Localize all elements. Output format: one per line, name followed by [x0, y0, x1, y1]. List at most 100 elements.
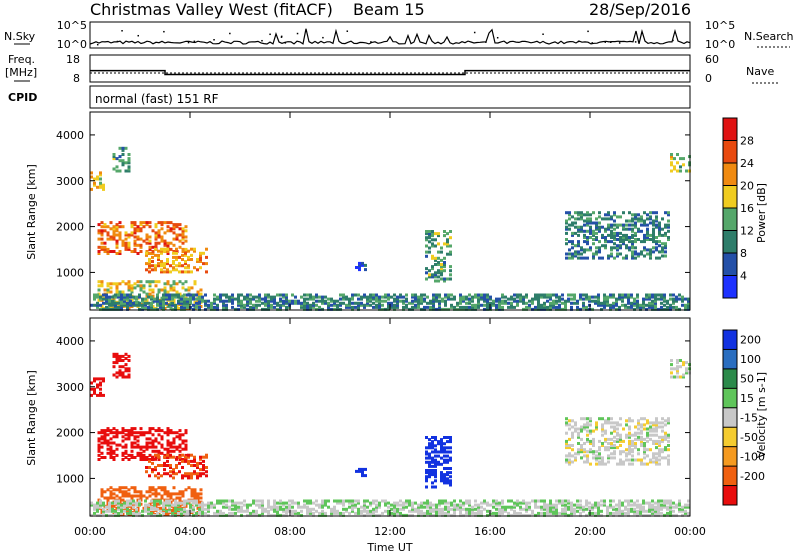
power-cell	[115, 225, 119, 229]
velocity-cell	[181, 439, 185, 443]
velocity-cell	[196, 492, 200, 496]
power-cell	[652, 240, 655, 244]
power-cell	[96, 301, 99, 305]
power-cell	[348, 303, 351, 307]
velocity-cell	[189, 507, 192, 511]
velocity-cell	[446, 467, 449, 470]
power-cell	[654, 301, 657, 305]
velocity-cell	[258, 503, 261, 507]
power-cell	[440, 267, 443, 271]
velocity-cell	[240, 501, 243, 505]
velocity-cell	[411, 501, 414, 505]
power-cell	[387, 297, 390, 301]
power-cell	[525, 305, 528, 309]
power-cell	[175, 290, 179, 294]
power-cell	[303, 303, 306, 307]
power-cell	[255, 299, 258, 303]
power-cell	[264, 307, 267, 311]
velocity-cell	[486, 501, 489, 505]
power-cell	[577, 213, 580, 217]
velocity-cell	[610, 425, 613, 429]
power-cell	[240, 303, 243, 307]
power-cell	[148, 284, 152, 288]
velocity-cell	[637, 419, 640, 423]
power-cell	[425, 254, 428, 258]
velocity-cell	[431, 481, 434, 485]
velocity-cell	[105, 509, 108, 513]
velocity-cell	[136, 453, 140, 457]
power-cell	[139, 288, 143, 292]
power-cell	[667, 211, 670, 215]
velocity-cell	[507, 513, 510, 517]
power-cell	[361, 261, 364, 265]
velocity-cell	[565, 458, 568, 462]
power-cell	[652, 246, 655, 250]
velocity-cell	[142, 431, 146, 435]
velocity-cell	[294, 511, 297, 515]
power-cell	[604, 236, 607, 239]
power-cell	[309, 303, 312, 307]
power-cell	[199, 260, 202, 263]
velocity-cell	[151, 443, 155, 447]
power-cell	[636, 301, 639, 305]
velocity-cell	[258, 505, 261, 509]
power-cell	[640, 219, 643, 223]
velocity-cell	[646, 435, 649, 439]
power-cell	[193, 282, 197, 286]
velocity-cell	[498, 503, 501, 507]
power-cell	[396, 299, 399, 303]
velocity-cell	[93, 505, 96, 509]
power-cell	[147, 305, 150, 309]
power-cell	[169, 241, 173, 245]
velocity-cell	[160, 486, 164, 490]
power-cell	[598, 240, 601, 244]
velocity-cell	[642, 501, 645, 505]
velocity-cell	[516, 499, 519, 503]
power-cell	[609, 293, 612, 297]
velocity-cell	[604, 439, 607, 443]
velocity-cell	[204, 511, 207, 515]
velocity-cell	[411, 503, 414, 507]
power-cell	[615, 303, 618, 307]
velocity-cell	[595, 462, 598, 466]
velocity-cell	[501, 505, 504, 509]
power-cell	[426, 295, 429, 299]
velocity-cell	[655, 427, 658, 431]
velocity-cell	[358, 467, 361, 471]
velocity-cell	[288, 499, 291, 503]
power-cell	[655, 215, 658, 219]
velocity-cell	[112, 352, 116, 356]
power-cell	[664, 225, 667, 229]
velocity-cell	[672, 505, 675, 509]
velocity-cell	[100, 494, 104, 498]
power-cell	[483, 293, 486, 297]
power-cell	[597, 303, 600, 307]
power-cell	[264, 299, 267, 303]
power-cell	[172, 237, 176, 241]
power-cell	[276, 303, 279, 307]
power-cell	[180, 297, 183, 301]
velocity-cell	[219, 511, 222, 515]
velocity-cell	[321, 505, 324, 509]
velocity-cell	[375, 499, 378, 503]
velocity-cell	[399, 503, 402, 507]
power-cell	[187, 288, 191, 292]
velocity-cell	[564, 499, 567, 503]
power-cell	[447, 297, 450, 301]
power-cell	[654, 297, 657, 301]
power-cell	[150, 295, 153, 299]
power-cell	[670, 161, 673, 165]
velocity-cell	[399, 507, 402, 511]
power-cell	[231, 301, 234, 305]
velocity-cell	[112, 435, 116, 439]
velocity-cell	[342, 513, 345, 517]
velocity-cell	[471, 507, 474, 511]
power-cell	[571, 242, 574, 246]
velocity-cell	[681, 507, 684, 511]
power-cell	[276, 301, 279, 305]
power-cell	[658, 225, 661, 229]
power-cell	[616, 246, 619, 250]
power-cell	[658, 256, 661, 260]
velocity-cell	[622, 460, 625, 464]
power-cell	[634, 215, 637, 219]
